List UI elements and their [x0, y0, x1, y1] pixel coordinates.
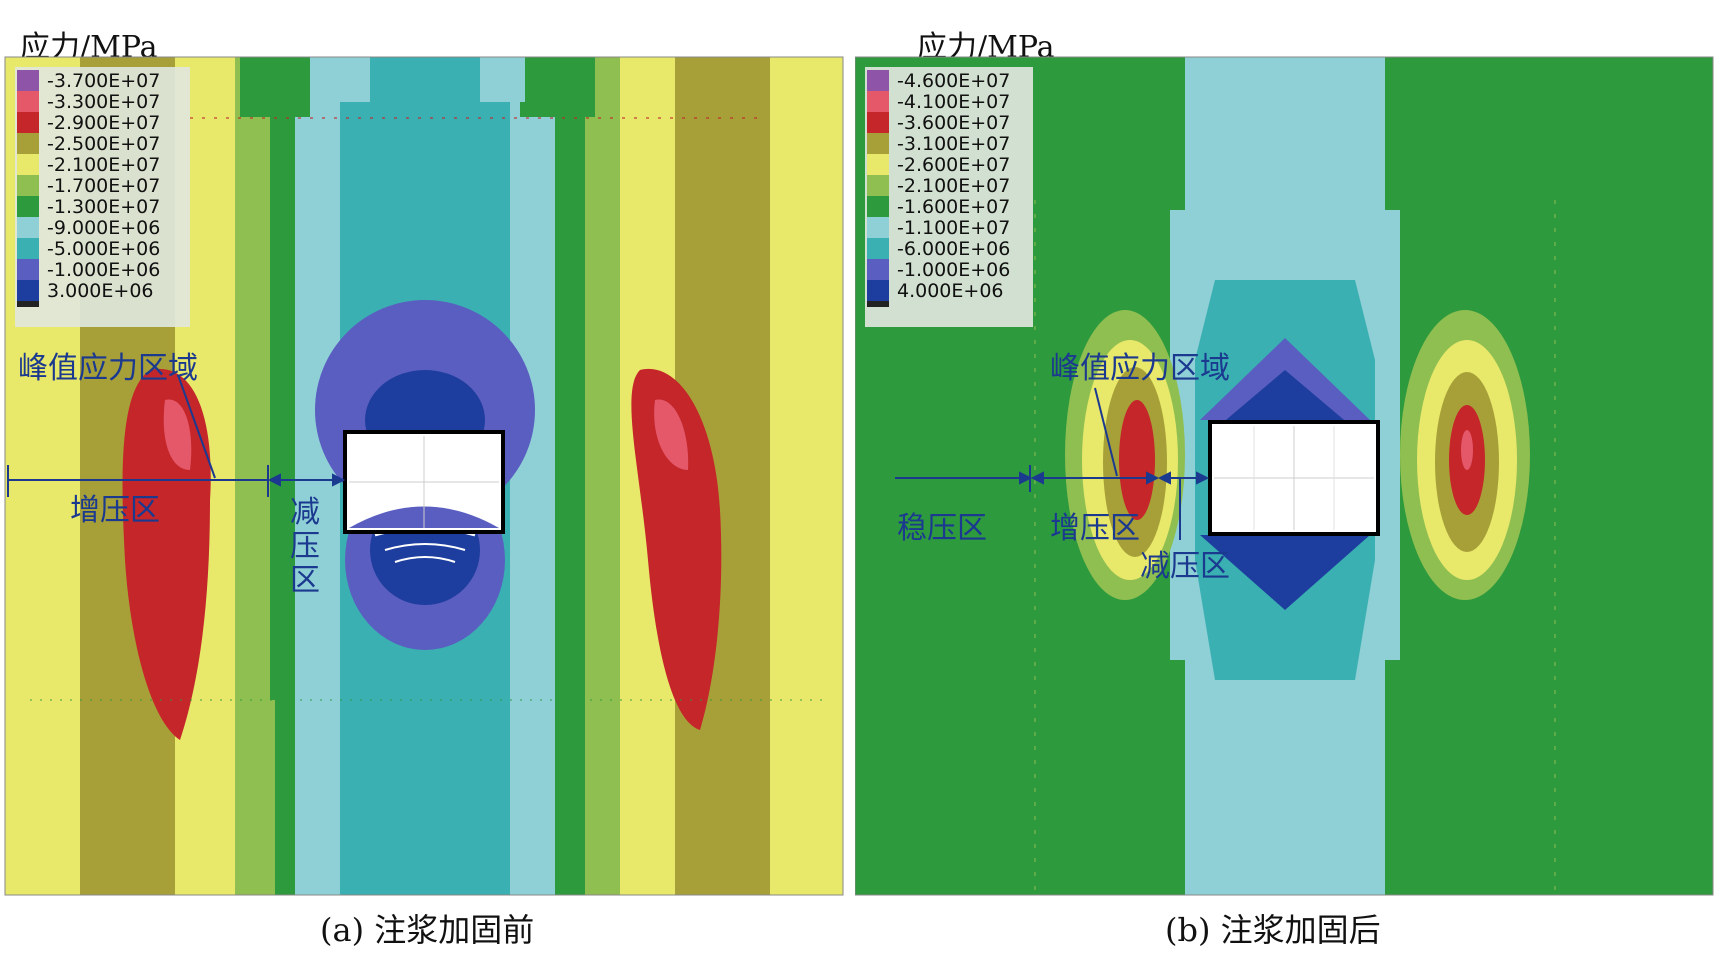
legend-label: -3.600E+07 [897, 112, 1010, 134]
legend-label: -1.000E+06 [897, 259, 1010, 281]
caption: (a) 注浆加固前 [320, 911, 535, 949]
legend-label: -2.100E+07 [47, 154, 160, 176]
legend-swatch [17, 259, 39, 280]
decrease-zone-label: 减压区 [1140, 549, 1230, 584]
legend-swatch [867, 217, 889, 238]
peak-zone-leader [1094, 387, 1118, 477]
stable-zone-label: 稳压区 [897, 511, 987, 546]
legend-label: -1.600E+07 [897, 196, 1010, 218]
legend-swatch [17, 133, 39, 154]
legend: -4.600E+07-4.100E+07-3.600E+07-3.100E+07… [865, 67, 1033, 327]
legend-label: -9.000E+06 [47, 217, 160, 239]
zone-annotations [895, 387, 1210, 540]
stress-contour-plot: -4.600E+07-4.100E+07-3.600E+07-3.100E+07… [855, 56, 1714, 896]
legend-label: 3.000E+06 [47, 280, 154, 302]
legend-label: -2.600E+07 [897, 154, 1010, 176]
peak-zone-label: 峰值应力区域 [18, 351, 198, 386]
stress-contour-plot: -3.700E+07-3.300E+07-2.900E+07-2.500E+07… [4, 56, 844, 896]
decrease-zone-label-1: 减 [290, 495, 320, 530]
legend-swatch [867, 259, 889, 280]
legend-label: -5.000E+06 [47, 238, 160, 260]
caption: (b) 注浆加固后 [1165, 911, 1381, 949]
panel-before-grouting: 应力/MPa [4, 30, 844, 949]
legend-swatch [867, 91, 889, 112]
legend-label: 4.000E+06 [897, 280, 1004, 302]
legend-swatch [867, 112, 889, 133]
legend-label: -1.300E+07 [47, 196, 160, 218]
legend-label: -2.500E+07 [47, 133, 160, 155]
legend-swatch [17, 175, 39, 196]
legend-swatch [867, 70, 889, 91]
decrease-zone-label-3: 区 [290, 563, 320, 598]
increase-zone-label: 增压区 [1050, 511, 1140, 546]
legend-label: -3.100E+07 [897, 133, 1010, 155]
decrease-zone-label-2: 压 [290, 529, 320, 564]
legend-label: -4.100E+07 [897, 91, 1010, 113]
legend-swatch [17, 196, 39, 217]
legend-swatch [17, 91, 39, 112]
legend-swatch [867, 301, 889, 307]
legend-swatch [867, 154, 889, 175]
peak-zone-label: 峰值应力区域 [1050, 351, 1230, 386]
legend-swatch [867, 196, 889, 217]
legend: -3.700E+07-3.300E+07-2.900E+07-2.500E+07… [15, 67, 190, 327]
legend-swatch [17, 301, 39, 307]
legend-label: -1.000E+06 [47, 259, 160, 281]
legend-label: -2.900E+07 [47, 112, 160, 134]
legend-label: -3.700E+07 [47, 70, 160, 92]
legend-label: -1.700E+07 [47, 175, 160, 197]
peak-zone-leader [177, 374, 216, 479]
legend-label: -1.100E+07 [897, 217, 1010, 239]
legend-swatch [17, 280, 39, 301]
increase-zone-label: 增压区 [70, 493, 160, 528]
legend-label: -4.600E+07 [897, 70, 1010, 92]
legend-swatch [867, 133, 889, 154]
legend-swatch [17, 112, 39, 133]
legend-swatch [867, 175, 889, 196]
zone-annotations [7, 374, 346, 497]
legend-swatch [17, 217, 39, 238]
legend-swatch [17, 70, 39, 91]
legend-label: -2.100E+07 [897, 175, 1010, 197]
legend-swatch [867, 280, 889, 301]
legend-label: -6.000E+06 [897, 238, 1010, 260]
panel-after-grouting: 应力/MPa [855, 0, 1715, 975]
legend-swatch [867, 238, 889, 259]
legend-label: -3.300E+07 [47, 91, 160, 113]
legend-swatch [17, 238, 39, 259]
legend-swatch [17, 154, 39, 175]
